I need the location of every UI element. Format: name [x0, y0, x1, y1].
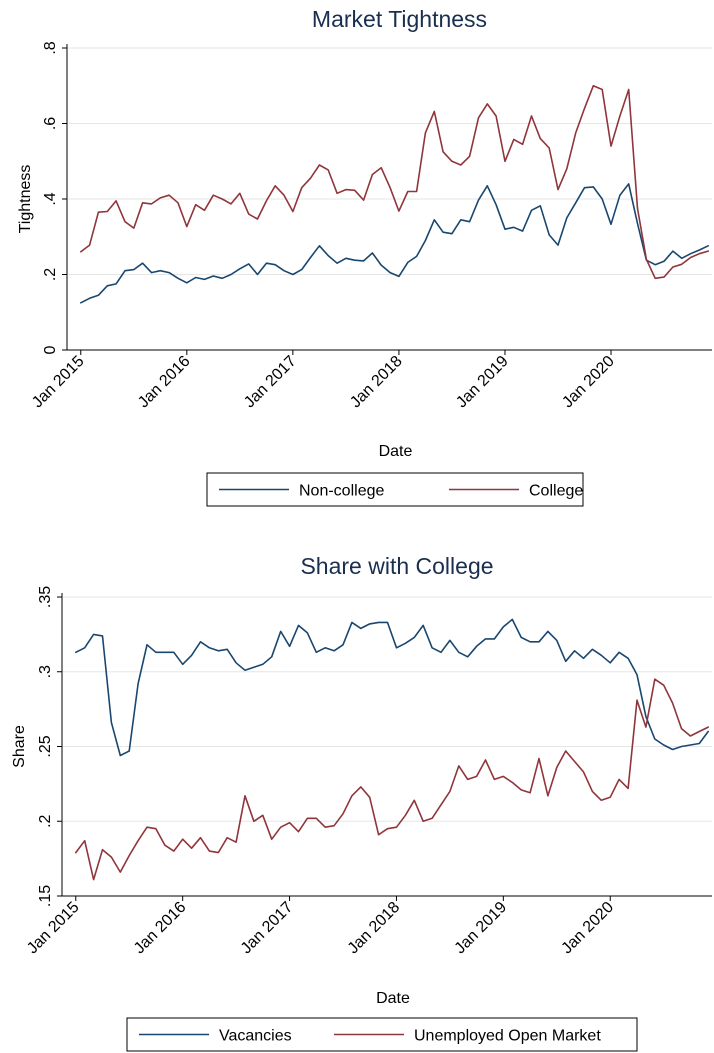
- y-tick-label: 0: [42, 345, 59, 354]
- y-tick-label: .2: [37, 814, 54, 827]
- x-tick-label: Jan 2019: [453, 353, 512, 412]
- x-tick-label: Jan 2016: [135, 353, 194, 412]
- legend: Vacancies Unemployed Open Market: [126, 1017, 638, 1052]
- x-tick-label: Jan 2018: [347, 353, 406, 412]
- legend: Non-college College: [206, 472, 584, 507]
- y-axis-label: Share: [11, 725, 28, 768]
- x-tick-label: Jan 2018: [345, 899, 404, 958]
- y-tick-label: .35: [37, 586, 54, 608]
- x-tick-label: Jan 2017: [238, 899, 297, 958]
- series-line-non-college: [80, 183, 710, 304]
- y-tick-label: .15: [37, 885, 54, 907]
- legend-box: [206, 472, 584, 507]
- chart-title: Share with College: [300, 553, 493, 579]
- x-tick-label: Jan 2020: [559, 353, 618, 412]
- y-tick-label: .8: [42, 41, 59, 54]
- legend-label: Unemployed Open Market: [414, 1028, 601, 1045]
- x-tick-label: Jan 2020: [558, 899, 617, 958]
- y-tick-label: .3: [37, 665, 54, 678]
- series-line-vacancies: [75, 618, 710, 757]
- series-line-unemployed-open-market: [75, 678, 710, 881]
- x-axis-label: Date: [379, 443, 413, 460]
- x-tick-label: Jan 2016: [131, 899, 190, 958]
- legend-label: Vacancies: [219, 1028, 292, 1045]
- y-tick-label: .4: [42, 192, 59, 205]
- y-tick-label: .2: [42, 268, 59, 281]
- legend-label: College: [529, 483, 583, 500]
- y-axis-label: Tightness: [17, 165, 34, 234]
- chart-1: Market Tightness 0 .2 .4 .6 .8 Jan 2015 Jan 201…: [17, 6, 712, 507]
- y-tick-label: .25: [37, 735, 54, 757]
- x-tick-label: Jan 2015: [29, 353, 88, 412]
- x-tick-label: Jan 2017: [241, 353, 300, 412]
- series-line-college: [80, 85, 710, 280]
- legend-label: Non-college: [299, 483, 384, 500]
- x-tick-label: Jan 2019: [452, 899, 511, 958]
- y-tick-label: .6: [42, 117, 59, 130]
- x-axis-label: Date: [376, 990, 410, 1007]
- chart-title: Market Tightness: [312, 6, 487, 32]
